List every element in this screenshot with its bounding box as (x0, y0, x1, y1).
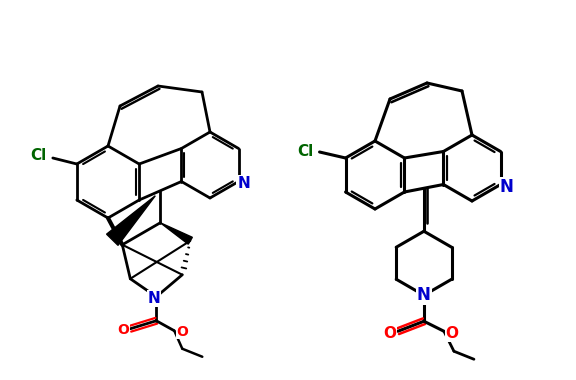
Text: N: N (417, 286, 431, 304)
Text: O: O (445, 326, 458, 341)
Polygon shape (107, 196, 156, 245)
Text: O: O (118, 323, 129, 337)
Text: O: O (176, 325, 188, 339)
Text: N: N (148, 291, 161, 306)
Text: Cl: Cl (31, 149, 47, 163)
Text: Cl: Cl (297, 144, 314, 160)
Text: O: O (384, 326, 396, 341)
Polygon shape (160, 223, 192, 244)
Text: N: N (499, 177, 514, 195)
Text: N: N (237, 176, 250, 191)
